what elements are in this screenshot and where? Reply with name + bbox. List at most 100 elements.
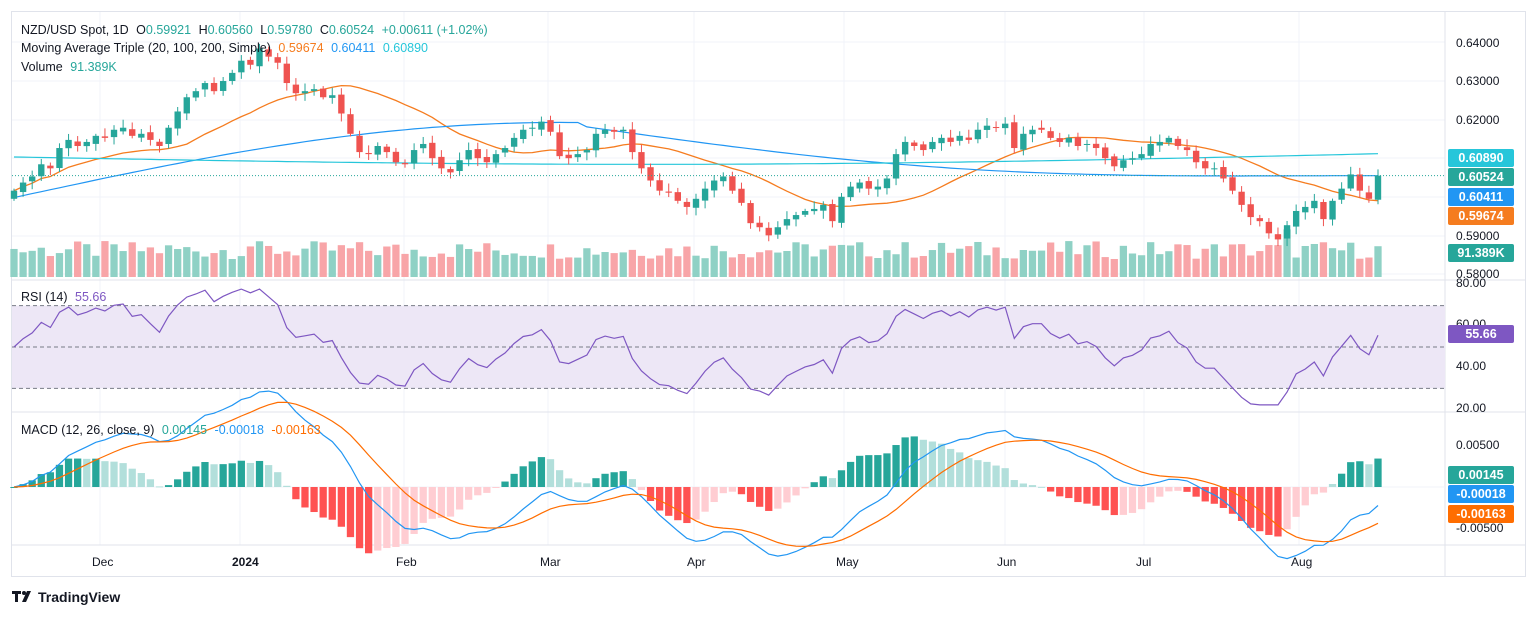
macd-histogram-bar bbox=[710, 487, 718, 503]
volume-bar bbox=[765, 250, 773, 277]
volume-bar bbox=[910, 257, 918, 277]
macd-histogram-bar bbox=[310, 487, 318, 513]
volume-bar bbox=[201, 256, 209, 277]
candle-body bbox=[156, 141, 163, 146]
candle-body bbox=[674, 192, 681, 201]
macd-histogram-bar bbox=[83, 458, 91, 487]
macd-histogram-bar bbox=[355, 487, 364, 549]
volume-bar bbox=[292, 255, 300, 277]
volume-bar bbox=[1337, 250, 1346, 277]
candle-body bbox=[74, 141, 81, 146]
volume-bar bbox=[1365, 257, 1373, 277]
macd-histogram-bar bbox=[483, 487, 491, 493]
ma-legend[interactable]: Moving Average Triple (20, 100, 200, Sim… bbox=[21, 40, 432, 56]
volume-legend[interactable]: Volume 91.389K bbox=[21, 59, 121, 75]
candle-body bbox=[983, 125, 991, 130]
tradingview-icon bbox=[12, 591, 31, 602]
macd-histogram-bar bbox=[574, 482, 582, 487]
candle-body bbox=[147, 132, 154, 140]
candle-body bbox=[801, 210, 809, 215]
rsi-legend[interactable]: RSI (14) 55.66 bbox=[21, 289, 110, 305]
volume-bar bbox=[410, 249, 418, 277]
candle-body bbox=[574, 154, 581, 158]
macd-histogram-bar bbox=[1110, 487, 1118, 516]
macd-histogram-bar bbox=[819, 476, 827, 487]
volume-bar bbox=[619, 252, 627, 277]
volume-bar bbox=[956, 248, 964, 277]
rsi-tick: 20.00 bbox=[1456, 401, 1487, 415]
candle-body bbox=[1238, 191, 1245, 205]
volume-bar bbox=[810, 256, 818, 277]
macd-histogram-bar bbox=[210, 464, 218, 487]
candle-body bbox=[1302, 206, 1309, 213]
macd-histogram-bar bbox=[137, 473, 145, 487]
volume-bar bbox=[246, 246, 255, 277]
volume-bar bbox=[992, 247, 1000, 277]
macd-histogram-bar bbox=[1201, 487, 1209, 502]
macd-legend[interactable]: MACD (12, 26, close, 9) 0.00145 -0.00018… bbox=[21, 422, 325, 438]
volume-bar bbox=[110, 244, 118, 277]
macd-histogram-bar bbox=[592, 478, 600, 487]
candle-body bbox=[274, 57, 281, 63]
volume-bar bbox=[1210, 244, 1218, 277]
candle-body bbox=[38, 164, 45, 177]
macd-histogram-bar bbox=[1174, 487, 1182, 491]
macd-histogram-bar bbox=[983, 461, 991, 487]
candle-body bbox=[219, 81, 227, 91]
volume-bar bbox=[637, 255, 646, 277]
candle-body bbox=[1165, 137, 1173, 143]
candle-body bbox=[1001, 123, 1009, 129]
macd-histogram-bar bbox=[1192, 487, 1200, 497]
ohlc-high: H0.60560 bbox=[198, 23, 253, 37]
volume-bar bbox=[937, 242, 946, 277]
ma20-line bbox=[13, 84, 1379, 208]
macd-histogram-bar bbox=[728, 487, 737, 492]
candle-body bbox=[1292, 210, 1300, 227]
tradingview-logo[interactable]: TradingView bbox=[12, 589, 120, 605]
macd-histogram-bar bbox=[665, 487, 673, 516]
volume-bar bbox=[983, 255, 991, 277]
price-tick: 0.63000 bbox=[1456, 74, 1500, 88]
candle-body bbox=[1047, 131, 1054, 138]
volume-bar bbox=[401, 253, 409, 277]
macd-histogram-bar bbox=[701, 487, 709, 512]
candle-body bbox=[1192, 150, 1200, 163]
macd-histogram-bar bbox=[1328, 484, 1337, 487]
volume-bar bbox=[510, 253, 518, 277]
volume-bar bbox=[592, 254, 600, 277]
volume-bar bbox=[428, 256, 436, 277]
macd-histogram-bar bbox=[1265, 487, 1273, 535]
candle-body bbox=[538, 121, 545, 130]
candle-body bbox=[501, 148, 509, 153]
candle-body bbox=[1283, 225, 1291, 239]
macd-histogram-bar bbox=[892, 445, 900, 487]
macd-histogram-bar bbox=[10, 487, 18, 488]
symbol-legend[interactable]: NZD/USD Spot, 1D O0.59921 H0.60560 L0.59… bbox=[21, 22, 492, 38]
candle-body bbox=[774, 227, 782, 235]
volume-bar bbox=[1056, 251, 1064, 277]
volume-bar bbox=[601, 252, 609, 277]
volume-bar bbox=[674, 256, 682, 277]
candle-body bbox=[10, 190, 18, 199]
candle-body bbox=[938, 137, 945, 144]
macd-histogram-bar bbox=[856, 455, 864, 487]
volume-bar bbox=[419, 256, 427, 277]
volume-bar bbox=[101, 241, 109, 277]
macd-histogram-bar bbox=[528, 461, 536, 487]
macd-histogram-bar bbox=[746, 487, 755, 502]
macd-histogram-bar bbox=[956, 452, 964, 487]
macd-histogram-bar bbox=[637, 487, 646, 491]
macd-histogram-bar bbox=[101, 461, 109, 487]
volume-bar bbox=[901, 242, 909, 277]
date-tick: May bbox=[836, 555, 859, 569]
date-tick: Feb bbox=[396, 555, 417, 569]
macd-histogram-bar bbox=[546, 459, 555, 487]
volume-bar bbox=[574, 257, 582, 277]
macd-histogram-bar bbox=[874, 455, 882, 487]
candle-body bbox=[174, 111, 181, 129]
macd-hist-value: -0.00163 bbox=[271, 423, 321, 437]
rsi-badge: 55.66 bbox=[1448, 325, 1514, 343]
candle-body bbox=[629, 129, 636, 153]
candle-body bbox=[865, 181, 872, 189]
